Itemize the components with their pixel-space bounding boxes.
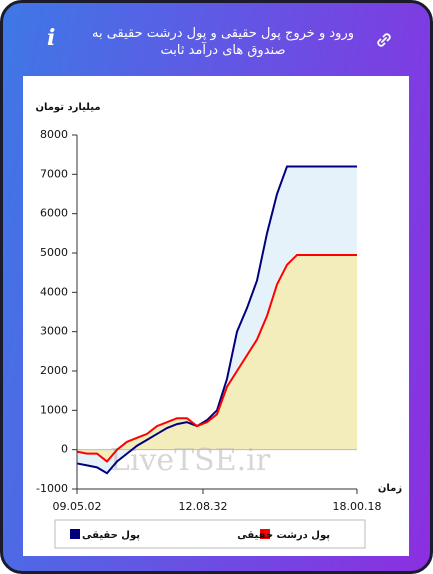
y-tick-label: -1000 bbox=[36, 482, 68, 495]
legend-label: پول درشت حقیقی bbox=[237, 530, 330, 541]
x-tick-label: 12.08.32 bbox=[179, 500, 228, 513]
line bbox=[76, 253, 357, 463]
x-tick-label: 18.00.18 bbox=[333, 500, 382, 513]
line bbox=[76, 165, 357, 475]
legend-swatch bbox=[260, 529, 270, 539]
legend-box bbox=[54, 519, 366, 549]
y-axis-label: میلیارد تومان bbox=[35, 102, 100, 113]
y-tick-label: 0 bbox=[61, 443, 68, 456]
y-tick-label: 1000 bbox=[40, 403, 68, 416]
watermark: LiveTSE.ir bbox=[110, 443, 271, 478]
x-tick-label: 09.05.02 bbox=[53, 500, 102, 513]
y-tick-label: 4000 bbox=[40, 285, 68, 298]
legend-swatch bbox=[70, 529, 80, 539]
y-tick-label: 2000 bbox=[40, 364, 68, 377]
y-tick-label: 6000 bbox=[40, 207, 68, 220]
area bbox=[77, 254, 357, 462]
header: i ورود و خروج پول حقیقی و پول درشت حقیقی… bbox=[3, 3, 430, 75]
y-tick-label: 5000 bbox=[40, 246, 68, 259]
chart-title: ورود و خروج پول حقیقی و پول درشت حقیقی ب… bbox=[91, 26, 354, 58]
link-icon[interactable] bbox=[375, 31, 393, 49]
info-icon[interactable]: i bbox=[47, 25, 56, 51]
y-tick-label: 7000 bbox=[40, 167, 68, 180]
area bbox=[77, 166, 357, 474]
y-tick-label: 3000 bbox=[40, 325, 68, 338]
y-tick-label: 8000 bbox=[40, 128, 68, 141]
legend-label: پول حقیقی bbox=[82, 530, 140, 541]
x-axis-label: زمان bbox=[378, 483, 402, 494]
